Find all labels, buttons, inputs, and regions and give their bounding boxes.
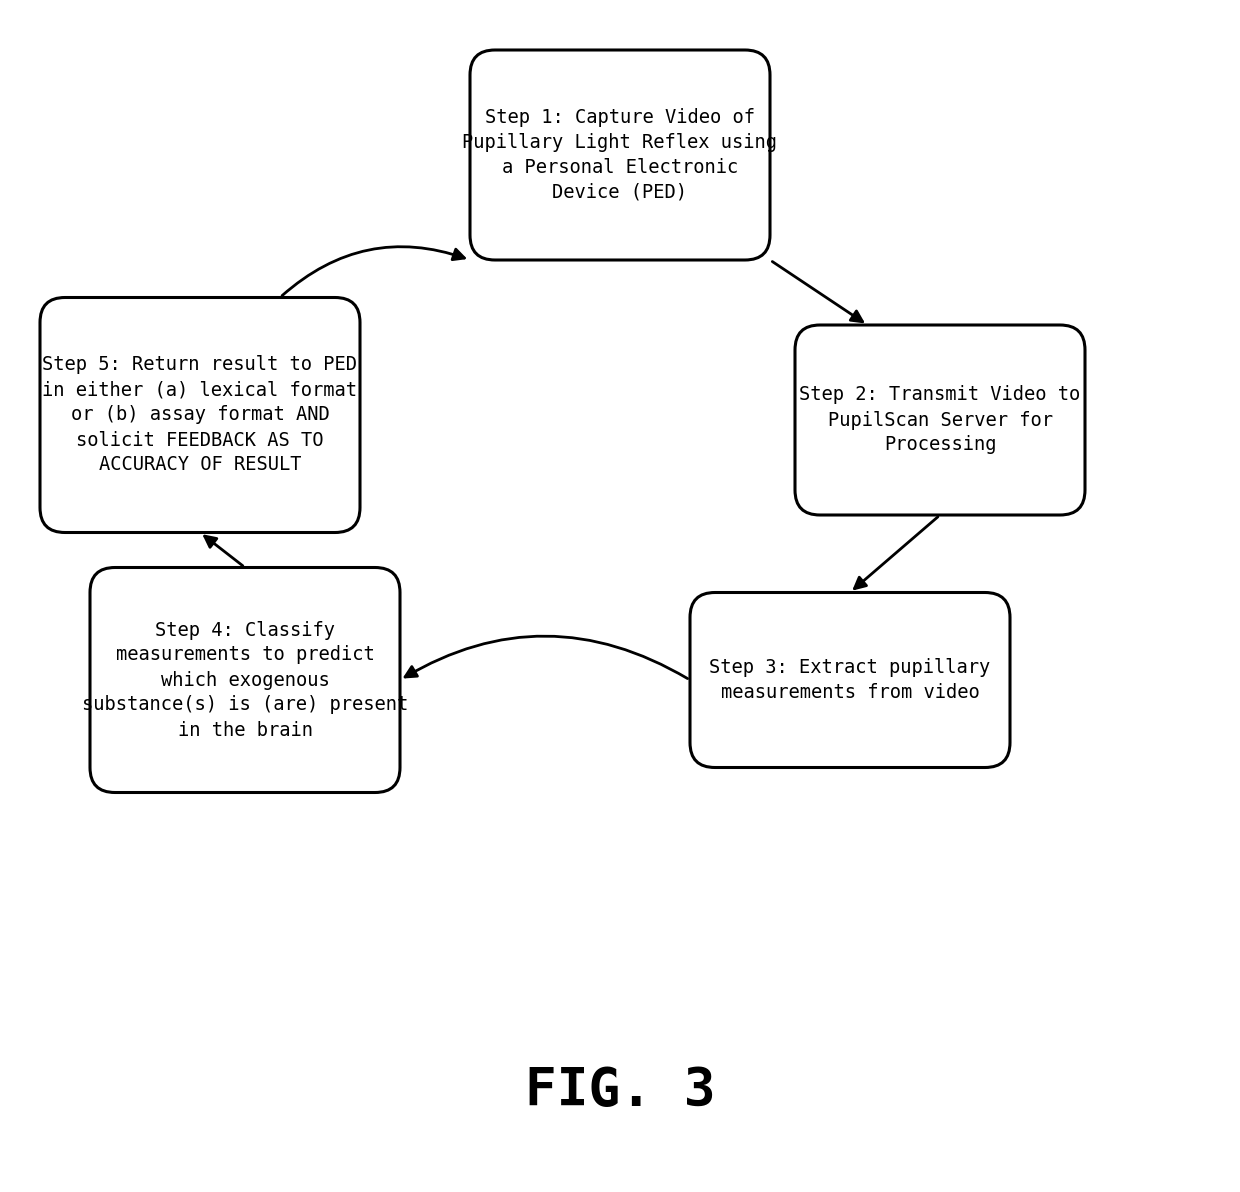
Text: Step 1: Capture Video of
Pupillary Light Reflex using
a Personal Electronic
Devi: Step 1: Capture Video of Pupillary Light…	[463, 108, 777, 201]
FancyBboxPatch shape	[40, 298, 360, 533]
FancyBboxPatch shape	[470, 50, 770, 260]
Text: Step 2: Transmit Video to
PupilScan Server for
Processing: Step 2: Transmit Video to PupilScan Serv…	[800, 385, 1080, 454]
FancyBboxPatch shape	[689, 592, 1011, 768]
Text: Step 5: Return result to PED
in either (a) lexical format
or (b) assay format AN: Step 5: Return result to PED in either (…	[42, 355, 357, 474]
Text: Step 3: Extract pupillary
measurements from video: Step 3: Extract pupillary measurements f…	[709, 658, 991, 702]
Text: FIG. 3: FIG. 3	[525, 1064, 715, 1117]
Text: Step 4: Classify
measurements to predict
which exogenous
substance(s) is (are) p: Step 4: Classify measurements to predict…	[82, 621, 408, 739]
FancyBboxPatch shape	[91, 567, 401, 793]
FancyBboxPatch shape	[795, 325, 1085, 515]
